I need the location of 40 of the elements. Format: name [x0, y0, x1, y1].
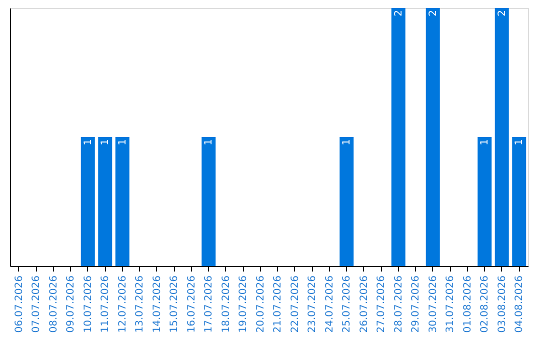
x-tick-label: 24.07.2026 — [324, 276, 336, 333]
x-tick-label: 06.07.2026 — [14, 276, 25, 333]
data-label: 2 — [496, 10, 508, 16]
data-label: 1 — [82, 139, 94, 146]
data-label: 1 — [100, 139, 112, 146]
x-tick-label: 31.07.2026 — [445, 276, 456, 333]
x-tick-label: 11.07.2026 — [100, 276, 112, 333]
data-label: 2 — [393, 10, 404, 16]
data-label: 1 — [514, 139, 526, 146]
x-tick-label: 08.07.2026 — [48, 276, 60, 333]
x-tick-label: 03.08.2026 — [496, 276, 508, 333]
x-tick-label: 18.07.2026 — [220, 276, 232, 333]
x-tick-label: 04.08.2026 — [514, 276, 526, 333]
x-tick-label: 09.07.2026 — [66, 276, 77, 333]
x-tick-label: 19.07.2026 — [238, 276, 250, 333]
data-label: 2 — [428, 10, 439, 16]
x-tick-label: 29.07.2026 — [410, 276, 422, 333]
x-tick-label: 10.07.2026 — [82, 276, 94, 333]
data-label: 1 — [117, 139, 128, 146]
x-tick-label: 07.07.2026 — [31, 276, 42, 333]
data-label: 1 — [342, 139, 353, 146]
x-tick-label: 27.07.2026 — [376, 276, 388, 333]
data-label: 1 — [204, 139, 215, 146]
x-tick-label: 22.07.2026 — [290, 276, 301, 333]
x-tick-label: 14.07.2026 — [152, 276, 163, 333]
x-tick-label: 13.07.2026 — [134, 276, 146, 333]
x-tick-label: 26.07.2026 — [358, 276, 370, 333]
x-tick-label: 30.07.2026 — [428, 276, 439, 333]
x-tick-label: 16.07.2026 — [186, 276, 198, 333]
x-tick-label: 21.07.2026 — [272, 276, 284, 333]
x-tick-label: 12.07.2026 — [117, 276, 128, 333]
x-tick-label: 02.08.2026 — [480, 276, 491, 333]
x-tick-label: 23.07.2026 — [307, 276, 318, 333]
x-tick-label: 28.07.2026 — [393, 276, 404, 333]
x-tick-label: 15.07.2026 — [169, 276, 180, 333]
x-tick-label: 17.07.2026 — [204, 276, 215, 333]
data-label: 1 — [480, 139, 491, 146]
x-tick-label: 25.07.2026 — [342, 276, 353, 333]
x-tick-label: 01.08.2026 — [462, 276, 474, 333]
x-tick-label: 20.07.2026 — [255, 276, 266, 333]
